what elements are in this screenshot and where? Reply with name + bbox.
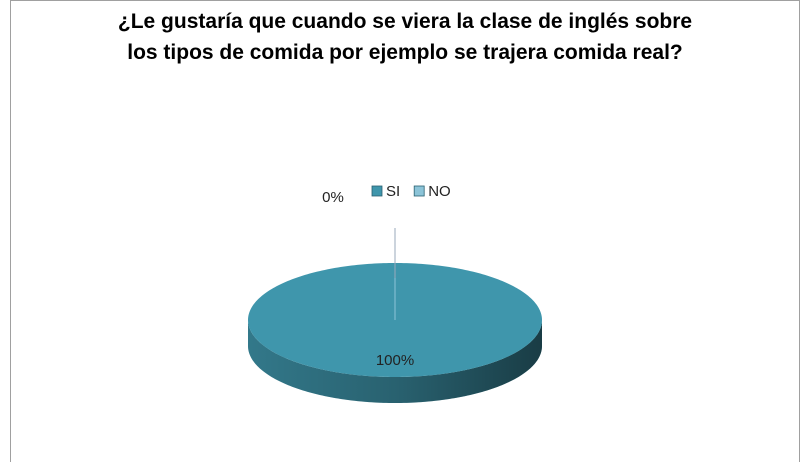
legend-swatch bbox=[413, 185, 425, 197]
data-label: 100% bbox=[376, 352, 414, 369]
legend-label: SI bbox=[386, 183, 400, 200]
legend-swatch bbox=[371, 185, 383, 197]
chart-title: ¿Le gustaría que cuando se viera la clas… bbox=[117, 10, 693, 64]
legend-label: NO bbox=[428, 183, 451, 200]
frame bbox=[10, 0, 800, 462]
pie-side-shade bbox=[248, 320, 542, 403]
data-label: 0% bbox=[322, 189, 344, 206]
